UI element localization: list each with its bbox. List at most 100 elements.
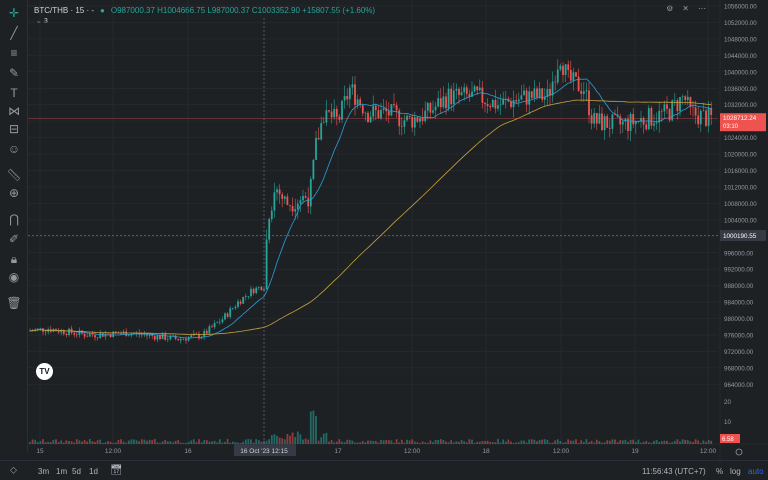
price-axis-label: 976000.00 <box>724 333 754 340</box>
pattern-icon[interactable]: ⋈ <box>8 104 20 118</box>
candle-body <box>494 100 497 109</box>
candle-body <box>551 81 554 96</box>
more-icon[interactable]: ⋯ <box>698 4 706 13</box>
volume-bar <box>29 442 31 444</box>
volume-bar <box>478 441 481 444</box>
log-toggle[interactable]: log <box>730 467 741 476</box>
volume-bar <box>406 439 408 444</box>
lock-drawing-icon[interactable]: ✐ <box>8 232 20 246</box>
fib-icon[interactable]: ≡ <box>10 46 18 60</box>
candle-body <box>523 90 525 96</box>
candle-body <box>294 209 297 212</box>
tree-icon[interactable]: ⬦ <box>10 465 17 476</box>
volume-bar <box>398 442 401 444</box>
volume-bar <box>91 441 94 444</box>
volume-bar <box>322 433 325 444</box>
remove-icon[interactable]: ✕ <box>682 4 689 13</box>
candle-body <box>536 88 538 98</box>
volume-bar <box>276 435 278 444</box>
volume-bar <box>83 440 86 444</box>
candle-body <box>60 330 63 333</box>
candle-body <box>330 111 333 118</box>
candle-body <box>320 123 323 140</box>
candle-body <box>426 102 429 111</box>
volume-axis-label: 10 <box>724 419 731 426</box>
price-chart[interactable]: 1056000.00 1052000.00 1048000.00 1044000.00… <box>28 0 768 460</box>
symbol-label[interactable]: BTC/THB · 15 · - <box>34 5 95 15</box>
volume-bar <box>437 440 440 444</box>
price-axis-label: 1020000.00 <box>724 152 757 159</box>
date-range-icon[interactable]: 📅︎ <box>110 465 123 476</box>
volume-bar <box>143 439 146 444</box>
volume-bar <box>73 442 76 444</box>
candle-body <box>234 306 237 309</box>
candle-body <box>673 100 676 101</box>
volume-bar <box>283 439 286 444</box>
candle-body <box>632 113 635 125</box>
volume-bar <box>411 439 414 444</box>
candle-body <box>73 332 76 335</box>
volume-bar <box>294 436 297 444</box>
indicator-count[interactable]: ⌄ 3 <box>36 18 48 25</box>
eye-icon[interactable]: ◉ <box>8 270 20 284</box>
candle-body <box>645 124 648 130</box>
volume-bar <box>564 442 567 444</box>
volume-bar <box>580 440 583 444</box>
volume-bar <box>348 439 351 444</box>
volume-bar <box>372 440 375 444</box>
candle-body <box>400 126 403 127</box>
auto-toggle[interactable]: auto <box>748 467 764 476</box>
candle-body <box>107 333 109 335</box>
emoji-icon[interactable]: ☺ <box>7 142 21 156</box>
timeframe-1d[interactable]: 1d <box>89 467 98 476</box>
candle-body <box>554 81 557 83</box>
candle-body <box>179 338 182 341</box>
brush-icon[interactable]: ✎ <box>8 66 20 80</box>
candle-body <box>424 110 427 121</box>
timeframe-5d[interactable]: 5d <box>72 467 81 476</box>
magnet-icon[interactable]: ⋂ <box>9 212 19 226</box>
volume-bar <box>135 440 138 444</box>
volume-bar <box>434 439 437 444</box>
lock-icon[interactable]: 🔒︎ <box>10 251 18 266</box>
axis-settings-icon[interactable] <box>735 448 743 456</box>
percent-toggle[interactable]: % <box>716 467 724 476</box>
volume-bar <box>585 439 588 444</box>
candle-body <box>109 334 112 338</box>
settings-icon[interactable]: ⚙ <box>666 4 674 13</box>
candle-body <box>114 331 117 333</box>
volume-bar <box>554 440 557 444</box>
timeframe-1m[interactable]: 1m <box>56 467 68 476</box>
candle-body <box>546 88 549 97</box>
clock-label[interactable]: 11:56:43 (UTC+7) <box>642 467 706 476</box>
volume-bar <box>595 439 598 444</box>
candle-body <box>44 331 47 333</box>
text-icon[interactable]: T <box>10 86 18 100</box>
price-axis-label: 1008000.00 <box>724 201 757 208</box>
volume-bar <box>432 442 434 444</box>
candle-body <box>86 336 89 338</box>
volume-bar <box>75 439 78 444</box>
volume-bar <box>224 442 226 444</box>
volume-bar <box>44 442 47 444</box>
candle-body <box>543 96 546 100</box>
candle-body <box>372 105 375 117</box>
volume-bar <box>551 442 554 444</box>
candle-body <box>413 117 416 128</box>
candle-body <box>273 192 276 211</box>
trash-icon[interactable]: 🗑︎ <box>6 296 22 310</box>
candle-body <box>510 101 512 108</box>
volume-bar <box>330 439 333 444</box>
zoom-icon[interactable]: ⊕ <box>8 186 20 200</box>
ruler-icon[interactable]: 📏︎ <box>6 168 22 182</box>
volume-bar <box>637 439 640 444</box>
trendline-icon[interactable]: ╱ <box>10 26 18 40</box>
candle-body <box>640 118 642 122</box>
candle-body <box>244 296 247 297</box>
ruler-menu-icon[interactable]: ⊟ <box>8 122 20 136</box>
candle-body <box>562 65 564 76</box>
timeframe-3m[interactable]: 3m <box>38 467 50 476</box>
candle-body <box>276 189 278 193</box>
candle-body <box>692 106 694 108</box>
crosshair-icon[interactable]: ✛ <box>8 6 20 20</box>
